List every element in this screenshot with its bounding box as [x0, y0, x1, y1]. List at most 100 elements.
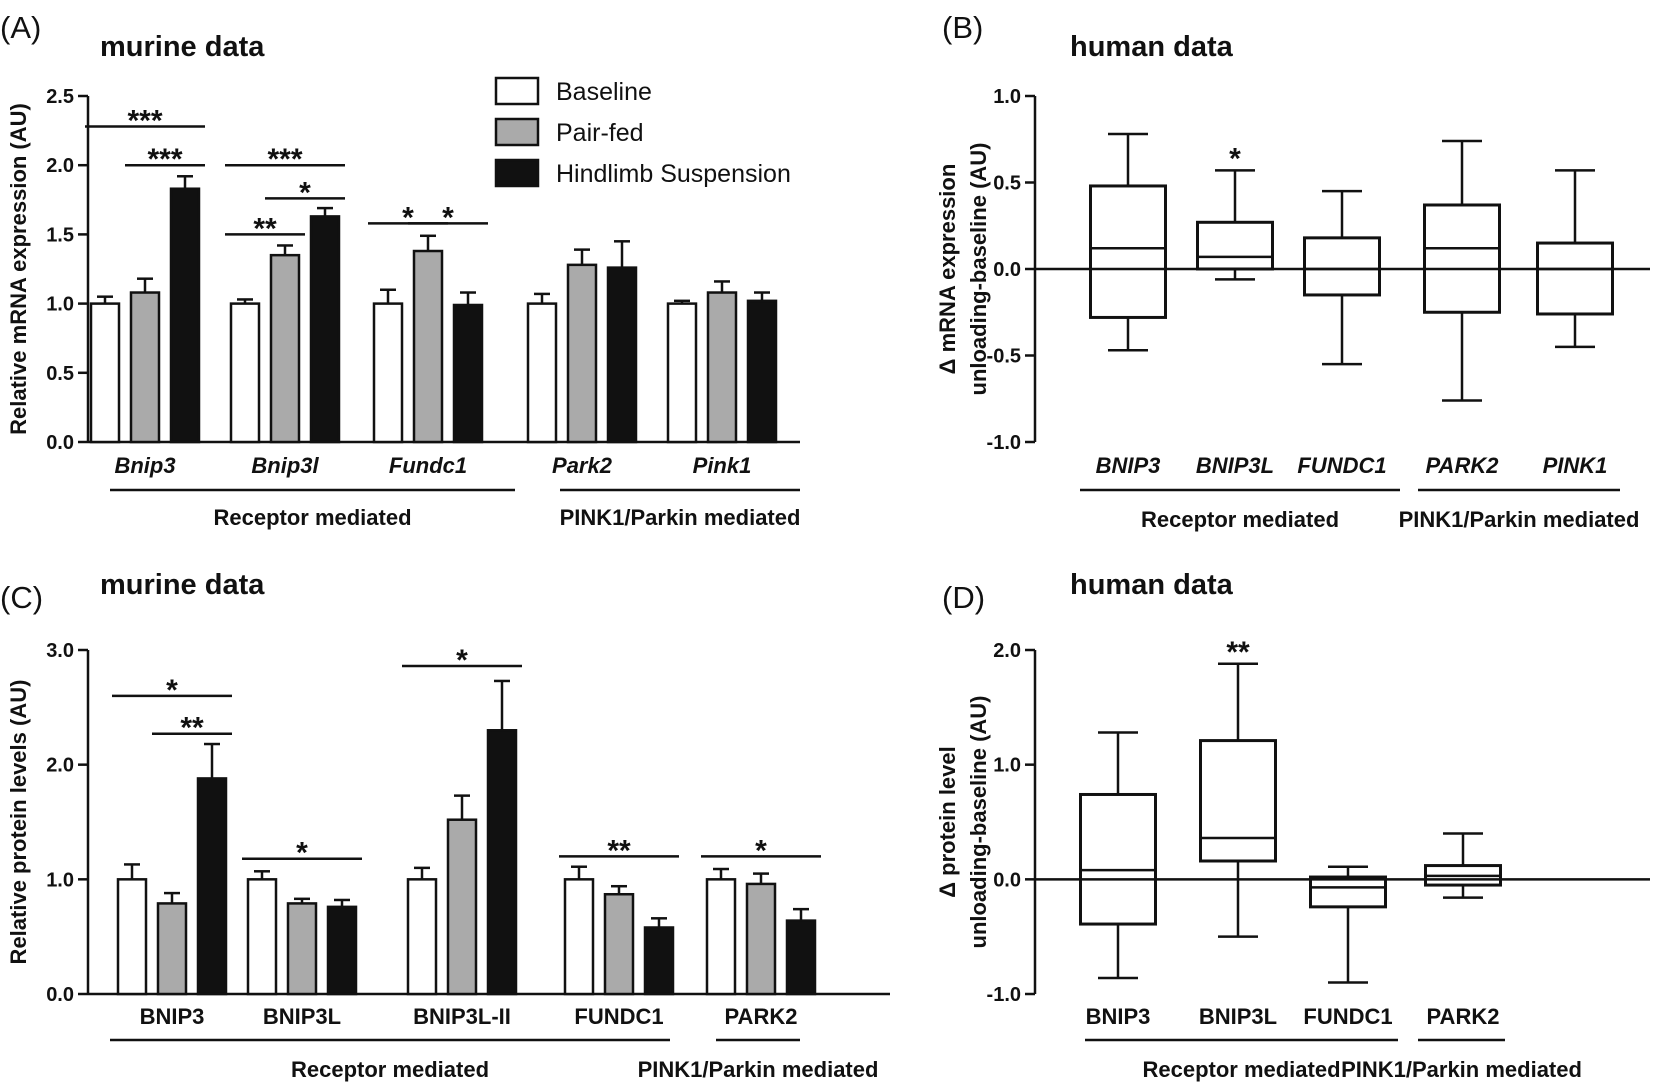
- box: [1199, 739, 1277, 863]
- panel-label: (B): [942, 10, 983, 45]
- significance-stars: **: [253, 212, 277, 245]
- category-label: BNIP3L: [1196, 453, 1274, 478]
- y-tick-label: 1.0: [46, 869, 74, 891]
- category-label: BNIP3L-II: [413, 1004, 511, 1029]
- category-label: PARK2: [725, 1004, 798, 1029]
- bar: [89, 302, 121, 444]
- y-tick-label: 2.0: [46, 155, 74, 177]
- group-label: Receptor mediated: [1142, 1057, 1340, 1082]
- category-label: PINK1: [1543, 453, 1608, 478]
- bar: [372, 302, 404, 444]
- group-label: PINK1/Parkin mediated: [1399, 507, 1640, 532]
- significance-stars: **: [1226, 636, 1250, 669]
- significance-stars: *: [296, 837, 308, 870]
- bar: [229, 302, 261, 444]
- bar: [603, 892, 635, 996]
- box: [1536, 241, 1614, 316]
- box: [1423, 203, 1501, 314]
- y-tick-label: -1.0: [987, 432, 1021, 454]
- panel-title: murine data: [100, 31, 265, 63]
- significance-stars: ***: [267, 143, 302, 176]
- y-tick-label: 1.5: [46, 224, 74, 246]
- significance-stars: *: [166, 674, 178, 707]
- panel-c: (C) murine data 0.0 1.0 2.0 3.0 Relative prote…: [0, 569, 890, 1082]
- category-label: FUNDC1: [1297, 453, 1386, 478]
- significance-stars: *: [402, 201, 414, 234]
- category-label: BNIP3: [140, 1004, 205, 1029]
- bar: [643, 926, 675, 996]
- legend: Baseline Pair-fed Hindlimb Suspension: [494, 76, 791, 188]
- bar: [446, 818, 478, 996]
- significance-stars: *: [456, 644, 468, 677]
- category-label: BNIP3: [1096, 453, 1161, 478]
- bar: [286, 902, 318, 996]
- category-label: Fundc1: [389, 453, 467, 478]
- category-label: Park2: [552, 453, 613, 478]
- bar: [745, 882, 777, 996]
- category-label: FUNDC1: [1303, 1004, 1392, 1029]
- bar: [412, 249, 444, 444]
- y-tick-label: 0.5: [993, 173, 1021, 195]
- bar: [326, 905, 358, 996]
- category-label: PARK2: [1427, 1004, 1500, 1029]
- category-label: FUNDC1: [574, 1004, 663, 1029]
- y-axis-label: Relative protein levels (AU): [6, 680, 31, 965]
- bar: [563, 878, 595, 996]
- panel-title: murine data: [100, 569, 265, 601]
- group-label: Receptor mediated: [213, 505, 411, 530]
- y-tick-label: 0.5: [46, 363, 74, 385]
- bar: [116, 878, 148, 996]
- significance-stars: *: [442, 201, 454, 234]
- y-tick-label: 0.0: [46, 432, 74, 454]
- significance-stars: **: [180, 712, 204, 745]
- panel-title: human data: [1070, 569, 1234, 601]
- y-axis-label-line-1: unloading-baseline (AU): [966, 143, 991, 396]
- y-tick-label: 0.0: [46, 984, 74, 1006]
- y-tick-label: -0.5: [987, 346, 1021, 368]
- box: [1303, 236, 1381, 297]
- box: [1089, 184, 1167, 319]
- bar: [746, 299, 778, 444]
- y-tick-label: 0.0: [993, 259, 1021, 281]
- legend-label-2: Hindlimb Suspension: [556, 160, 791, 188]
- group-label: PINK1/Parkin mediated: [560, 505, 801, 530]
- panel-d: (D) human data -1.0 0.0 1.0 2.0 Δ protein leve…: [935, 569, 1650, 1082]
- bar: [129, 291, 161, 444]
- panel-a: (A) murine data 0.0 0.5 1.0 1.5 2.0 2.5 Relative…: [0, 10, 800, 530]
- category-label: PARK2: [1426, 453, 1500, 478]
- y-tick-label: 0.0: [993, 869, 1021, 891]
- panel-title: human data: [1070, 31, 1234, 63]
- category-label: BNIP3: [1086, 1004, 1151, 1029]
- group-label: Receptor mediated: [291, 1057, 489, 1082]
- bar: [269, 253, 301, 444]
- category-label: Pink1: [693, 453, 752, 478]
- y-tick-label: 2.0: [46, 755, 74, 777]
- bar: [169, 187, 201, 444]
- y-tick-label: 2.5: [46, 86, 74, 108]
- y-tick-label: 1.0: [993, 755, 1021, 777]
- y-tick-label: 1.0: [993, 86, 1021, 108]
- bar: [156, 902, 188, 996]
- bar: [196, 777, 228, 996]
- y-tick-label: 3.0: [46, 640, 74, 662]
- significance-stars: *: [299, 176, 311, 209]
- significance-stars: *: [755, 834, 767, 867]
- legend-swatch-2: [494, 158, 540, 188]
- y-axis-label-line-0: Δ protein level: [935, 746, 960, 898]
- category-label: Bnip3l: [251, 453, 319, 478]
- significance-stars: *: [1229, 142, 1241, 175]
- box: [1079, 792, 1157, 926]
- panel-label: (C): [0, 580, 43, 615]
- box: [1309, 875, 1387, 909]
- significance-stars: ***: [147, 143, 182, 176]
- y-axis-label-line-0: Δ mRNA expression: [935, 164, 960, 375]
- panel-label: (A): [0, 10, 41, 45]
- panel-label: (D): [942, 580, 985, 615]
- bar: [246, 878, 278, 996]
- bar: [526, 302, 558, 444]
- bar: [606, 266, 638, 444]
- y-tick-label: 1.0: [46, 294, 74, 316]
- group-label: PINK1/Parkin mediated: [638, 1057, 879, 1082]
- legend-swatch-0: [494, 76, 540, 106]
